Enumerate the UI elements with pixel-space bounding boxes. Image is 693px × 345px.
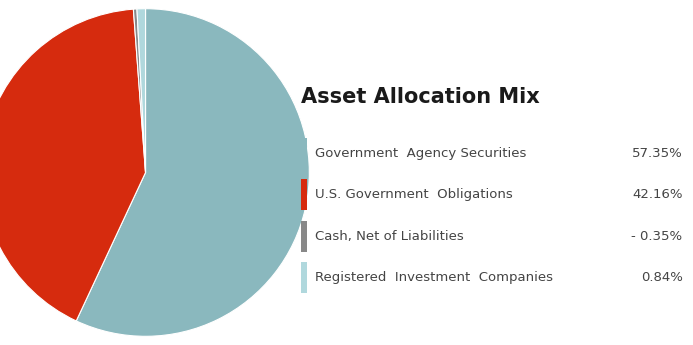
Wedge shape bbox=[76, 9, 309, 336]
Text: Government  Agency Securities: Government Agency Securities bbox=[315, 147, 527, 160]
Text: 57.35%: 57.35% bbox=[632, 147, 683, 160]
Text: Registered  Investment  Companies: Registered Investment Companies bbox=[315, 271, 553, 284]
Text: Cash, Net of Liabilities: Cash, Net of Liabilities bbox=[315, 230, 464, 243]
Text: 0.84%: 0.84% bbox=[641, 271, 683, 284]
Text: 42.16%: 42.16% bbox=[632, 188, 683, 201]
Wedge shape bbox=[137, 9, 146, 172]
Text: Asset Allocation Mix: Asset Allocation Mix bbox=[301, 87, 541, 107]
Wedge shape bbox=[0, 9, 146, 321]
Text: - 0.35%: - 0.35% bbox=[631, 230, 683, 243]
Wedge shape bbox=[133, 9, 146, 172]
Text: U.S. Government  Obligations: U.S. Government Obligations bbox=[315, 188, 513, 201]
